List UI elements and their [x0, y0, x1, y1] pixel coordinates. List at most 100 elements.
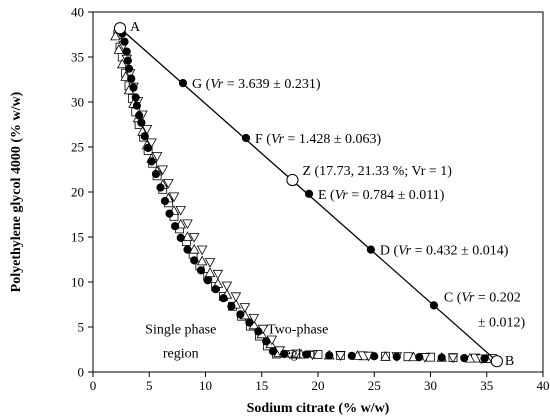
two-phase-label: Two-phase — [267, 322, 328, 337]
binodal-point-filled-circle — [120, 37, 129, 46]
binodal-point-filled-circle — [135, 111, 144, 120]
binodal-point-open-inverted-triangle — [230, 292, 242, 303]
binodal-point-filled-circle — [211, 285, 220, 294]
binodal-point-filled-circle — [347, 351, 356, 360]
binodal-point-filled-circle — [123, 56, 132, 65]
x-tick-label: 35 — [480, 378, 493, 393]
binodal-point-filled-circle — [122, 47, 131, 56]
binodal-point-filled-circle — [254, 327, 263, 336]
binodal-point-open-inverted-triangle — [447, 353, 459, 364]
binodal-point-open-inverted-triangle — [204, 258, 216, 268]
binodal-point-filled-circle — [190, 256, 199, 265]
x-tick-label: 10 — [199, 378, 212, 393]
binodal-point-filled-circle — [147, 157, 156, 166]
binodal-point-open-inverted-triangle — [188, 232, 200, 243]
binodal-point-filled-circle — [480, 354, 489, 363]
binodal-point-open-triangle — [188, 243, 200, 254]
binodal-point-filled-circle — [437, 353, 446, 362]
binodal-point-open-triangle — [116, 58, 128, 69]
binodal-point-open-inverted-triangle — [196, 245, 208, 256]
y-tick-label: 0 — [78, 365, 85, 380]
two-phase-label: region — [280, 346, 316, 361]
label-f: F (Vr = 1.428 ± 0.063) — [255, 132, 382, 147]
binodal-point-filled-circle — [171, 222, 180, 231]
binodal-point-filled-circle — [160, 196, 170, 206]
binodal-point-open-inverted-triangle — [182, 219, 193, 230]
label-b: B — [505, 354, 514, 369]
label-c-line2: ± 0.012) — [478, 315, 526, 330]
binodal-point-open-triangle — [204, 267, 216, 278]
point-a — [113, 22, 127, 35]
binodal-point-filled-circle — [140, 132, 149, 141]
point-d — [366, 245, 375, 254]
feed-points — [113, 22, 503, 368]
binodal-point-open-inverted-triangle — [146, 138, 157, 149]
binodal-point-filled-circle — [151, 169, 161, 179]
binodal-point-open-inverted-triangle — [157, 165, 169, 176]
binodal-point-filled-circle — [144, 143, 153, 152]
binodal-point-filled-circle — [219, 294, 228, 303]
x-tick-label: 20 — [312, 378, 325, 393]
binodal-point-filled-circle — [203, 276, 212, 285]
binodal-point-filled-circle — [370, 352, 379, 361]
binodal-point-open-inverted-triangle — [163, 178, 174, 189]
point-annotations: A G (Vr = 3.639 ± 0.231) F (Vr = 1.428 ± 0… — [130, 20, 526, 369]
y-tick-label: 30 — [71, 95, 84, 110]
binodal-point-open-inverted-triangle — [248, 313, 260, 324]
x-tick-label: 0 — [90, 378, 97, 393]
x-axis-ticks: 0 5 10 15 20 25 30 35 40 — [90, 372, 550, 393]
binodal-point-open-inverted-triangle — [151, 151, 163, 162]
binodal-point-open-triangle — [110, 30, 121, 41]
x-axis-title: Sodium citrate (% w/w) — [247, 401, 390, 416]
single-phase-label: region — [163, 346, 199, 361]
binodal-point-filled-circle — [127, 74, 136, 83]
y-axis-title: Polyethylene glycol 4000 (% w/w) — [9, 91, 24, 292]
binodal-point-filled-circle — [131, 93, 140, 102]
binodal-point-filled-circle — [156, 183, 165, 192]
label-d: D (Vr = 0.432 ± 0.014) — [380, 244, 509, 259]
binodal-point-open-inverted-triangle — [212, 269, 224, 280]
x-tick-label: 15 — [255, 378, 268, 393]
binodal-point-filled-circle — [392, 352, 401, 361]
point-c — [429, 301, 438, 310]
point-f — [241, 133, 251, 143]
binodal-curve — [110, 27, 497, 365]
x-tick-label: 30 — [424, 378, 437, 393]
binodal-point-open-inverted-triangle — [141, 125, 153, 135]
single-phase-label: Single phase — [145, 322, 216, 337]
binodal-point-filled-circle — [196, 266, 206, 275]
binodal-point-filled-circle — [129, 83, 138, 92]
binodal-point-filled-circle — [137, 118, 146, 127]
point-e — [304, 189, 314, 198]
binodal-point-filled-circle — [415, 353, 424, 362]
binodal-point-open-inverted-triangle — [221, 281, 233, 292]
y-axis-ticks: 0 5 10 15 20 25 30 35 40 — [71, 5, 93, 380]
binodal-point-open-triangle — [380, 351, 391, 361]
binodal-point-filled-circle — [245, 318, 254, 327]
binodal-point-filled-circle — [280, 349, 289, 359]
binodal-point-open-inverted-triangle — [175, 205, 187, 216]
binodal-point-open-triangle — [182, 231, 193, 242]
binodal-point-filled-circle — [183, 245, 192, 254]
binodal-point-filled-circle — [236, 310, 245, 319]
binodal-point-filled-circle — [132, 101, 141, 110]
region-labels: Single phase region Two-phase region — [145, 322, 328, 361]
label-g: G (Vr = 3.639 ± 0.231) — [192, 77, 321, 92]
y-tick-label: 20 — [71, 185, 84, 200]
binodal-point-filled-circle — [325, 351, 334, 360]
binodal-point-open-triangle — [196, 255, 208, 266]
point-g — [178, 78, 188, 88]
binodal-point-open-inverted-triangle — [335, 351, 346, 361]
label-e: E (Vr = 0.784 ± 0.011) — [318, 188, 445, 203]
label-z: Z (17.73, 21.33 %; Vr = 1) — [302, 164, 452, 179]
label-c: C (Vr = 0.202 — [444, 290, 521, 305]
y-tick-label: 35 — [71, 50, 84, 65]
y-tick-label: 40 — [71, 5, 84, 20]
point-b — [490, 355, 503, 368]
binodal-point-filled-circle — [460, 353, 469, 363]
binodal-point-filled-circle — [124, 64, 134, 73]
binodal-point-filled-circle — [302, 350, 311, 359]
x-tick-label: 25 — [368, 378, 381, 393]
x-tick-label: 40 — [537, 378, 550, 393]
